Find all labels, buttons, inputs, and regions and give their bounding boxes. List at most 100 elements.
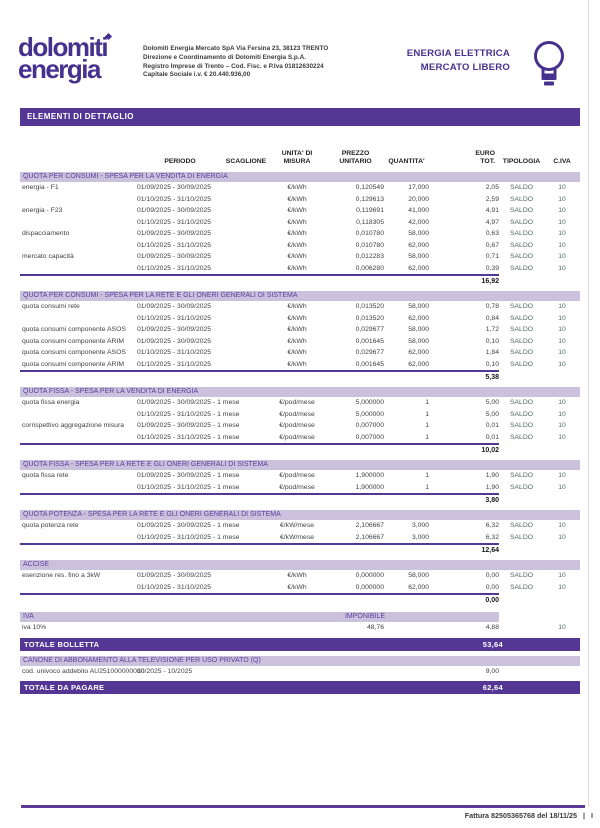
section-title-bar: QUOTA POTENZA - SPESA PER LA RETE E GLI …: [20, 510, 580, 520]
cell-euro-tot: 5,00: [485, 399, 499, 406]
cell-descrizione: [20, 482, 135, 494]
cell-c-iva: 10: [558, 264, 566, 272]
subtotal-separator-line: [20, 443, 499, 445]
cell-periodo: 01/10/2025 - 31/10/2025: [137, 195, 212, 203]
cell-euro-tot: 6,32: [485, 533, 499, 541]
cell-periodo: 01/10/2025 - 31/10/2025: [137, 241, 212, 249]
company-info-line: Direzione e Coordinamento di Dolomiti En…: [143, 53, 306, 61]
canone-row: cod. univoco addebito AU251000000000 10/…: [20, 666, 580, 678]
cell-euro-tot: 1,84: [485, 349, 499, 356]
cell-descrizione: [20, 240, 135, 252]
cell-tipologia: SALDO: [509, 433, 534, 441]
subtotal-value: 10,02: [481, 447, 499, 454]
table-row: 01/10/2025 - 31/10/2025 - 1 mese €/kW/mes…: [20, 532, 580, 544]
cell-quantita: 62,000: [408, 264, 429, 272]
cell-c-iva: 10: [558, 195, 566, 203]
table-row: 01/10/2025 - 31/10/2025 €/kWh 0,010780 62,0…: [20, 240, 580, 252]
iva-section-header: IVA IMPONIBILE: [20, 612, 499, 622]
cell-prezzo-unitario: 0,013520: [355, 303, 384, 310]
cell-descrizione: [20, 532, 135, 544]
cell-periodo: 01/10/2025 - 31/10/2025: [137, 218, 212, 226]
cell-tipologia: SALDO: [509, 241, 534, 249]
table-row: 01/10/2025 - 31/10/2025 - 1 mese €/pod/me…: [20, 409, 580, 421]
cell-periodo: 01/09/2025 - 30/09/2025: [137, 253, 212, 260]
section-subtotal: 16,92: [20, 274, 499, 287]
cell-quantita: 17,000: [408, 184, 429, 191]
cell-unita-misura: €/kWh: [287, 337, 307, 345]
cell-euro-tot: 0,00: [485, 583, 499, 591]
cell-c-iva: 10: [558, 230, 566, 237]
table-row: quota consumi componente ARIM 01/10/2025 …: [20, 359, 580, 371]
table-row: quota consumi componente ARIM 01/09/2025 …: [20, 336, 580, 348]
col-tipologia: TIPOLOGIA: [502, 158, 541, 165]
section-subtotal: 10,02: [20, 443, 499, 456]
table-row: quota fissa rete 01/09/2025 - 30/09/2025 …: [20, 470, 580, 482]
cell-unita-misura: [267, 622, 327, 634]
cell-periodo: 01/09/2025 - 30/09/2025: [137, 184, 212, 191]
footer-divider-line: [21, 805, 585, 808]
table-row: energia - F1 01/09/2025 - 30/09/2025 €/kWh…: [20, 182, 580, 194]
cell-tipologia: [499, 622, 544, 634]
cell-periodo: 01/09/2025 - 30/09/2025 - 1 mese: [137, 472, 240, 479]
col-euro-tot: EURO TOT.: [475, 150, 495, 165]
cell-unita-misura: €/kWh: [287, 218, 307, 226]
cell-euro-tot: 0,01: [485, 433, 499, 441]
cell-tipologia: SALDO: [509, 207, 534, 214]
page-right-edge-line: [588, 0, 589, 806]
cell-euro-tot: 0,01: [485, 422, 499, 429]
totale-da-pagare-label: TOTALE DA PAGARE: [24, 683, 105, 692]
table-row: 01/10/2025 - 31/10/2025 €/kWh 0,013520 62,0…: [20, 313, 580, 325]
cell-periodo: 01/10/2025 - 31/10/2025 - 1 mese: [137, 533, 240, 541]
cell-quantita: 1: [425, 472, 429, 479]
cell-unita-misura: €/kW/mese: [280, 533, 314, 541]
cell-quantita: 58,000: [408, 572, 429, 579]
cell-c-iva: 10: [558, 360, 566, 368]
subtotal-value: 5,38: [485, 374, 499, 381]
totale-da-pagare-bar: TOTALE DA PAGARE 62,64: [20, 681, 580, 694]
cell-unita-misura: €/kWh: [287, 253, 307, 260]
market-line-1: ENERGIA ELETTRICA: [406, 48, 510, 59]
cell-descrizione: [20, 582, 135, 594]
detail-table: PERIODO SCAGLIONE UNITA' DI MISURA PREZZ…: [20, 140, 580, 694]
cell-tipologia: SALDO: [509, 410, 534, 418]
section-title: QUOTA PER CONSUMI - SPESA PER LA RETE E …: [23, 292, 298, 299]
section-title: ACCISE: [23, 561, 50, 568]
cell-unita-misura: €/pod/mese: [279, 483, 315, 491]
cell-euro-tot: 1,90: [485, 483, 499, 491]
cell-tipologia: SALDO: [509, 337, 534, 345]
imponibile-label: IMPONIBILE: [344, 613, 386, 620]
cell-descrizione: [20, 194, 135, 206]
cell-tipologia: SALDO: [509, 195, 534, 203]
cell-unita-misura: €/pod/mese: [279, 472, 315, 479]
cell-tipologia: SALDO: [509, 572, 534, 579]
cell-c-iva: 10: [558, 337, 566, 345]
cell-c-iva: 10: [558, 572, 566, 579]
invoice-number: Fattura 82505365768 del 18/11/25: [464, 811, 577, 820]
col-scaglione: SCAGLIONE: [225, 158, 267, 165]
cell-unita-misura: €/kWh: [287, 303, 307, 310]
cell-periodo: 01/09/2025 - 30/09/2025: [137, 303, 212, 310]
cell-c-iva: 10: [558, 218, 566, 226]
footer-separator: |: [582, 811, 585, 820]
section-title-bar: QUOTA FISSA - SPESA PER LA VENDITA DI EN…: [20, 387, 580, 397]
cell-unita-misura: €/kWh: [287, 360, 307, 368]
cell-c-iva: 10: [558, 624, 566, 631]
cell-descrizione: corrispettivo aggregazione misura: [22, 422, 125, 429]
cell-descrizione: cod. univoco addebito AU251000000000: [22, 667, 145, 675]
cell-descrizione: quota consumi componente ARIM: [22, 360, 125, 368]
cell-descrizione: [20, 217, 135, 229]
cell-unita-misura: €/kWh: [287, 326, 307, 333]
cell-prezzo-unitario: 0,119691: [356, 207, 384, 214]
table-row: quota potenza rete 01/09/2025 - 30/09/202…: [20, 520, 580, 532]
cell-imponibile: 48,76: [366, 624, 384, 631]
cell-quantita: 1: [425, 399, 429, 406]
section-title-bar: ACCISE: [20, 560, 580, 570]
cell-tipologia: SALDO: [509, 264, 534, 272]
cell-euro-tot: 4,97: [485, 218, 499, 226]
cell-euro-tot: 1,72: [485, 326, 499, 333]
table-row: mercato capacità 01/09/2025 - 30/09/2025 €…: [20, 251, 580, 263]
cell-c-iva: 10: [558, 522, 566, 529]
cell-euro-tot: 9,00: [485, 667, 499, 675]
cell-prezzo-unitario: 0,007000: [355, 433, 384, 441]
